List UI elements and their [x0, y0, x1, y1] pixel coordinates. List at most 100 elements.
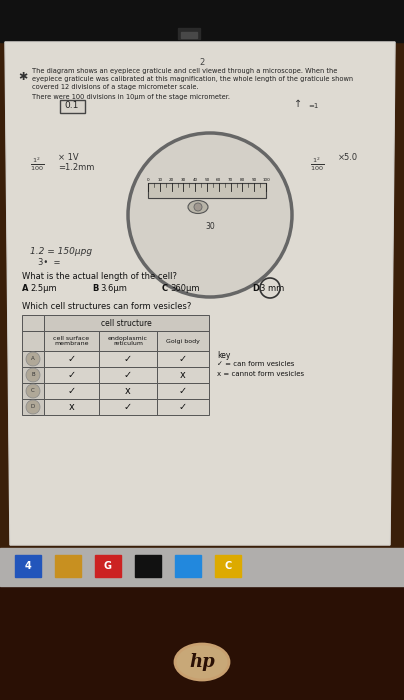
Text: 1.2 = 150μpg: 1.2 = 150μpg	[30, 247, 92, 256]
Text: covered 12 divisions of a stage micrometer scale.: covered 12 divisions of a stage micromet…	[32, 84, 199, 90]
Text: key: key	[217, 351, 230, 360]
Text: 100: 100	[262, 178, 270, 182]
Text: 40: 40	[193, 178, 198, 182]
Text: × 1V: × 1V	[58, 153, 79, 162]
Text: 80: 80	[240, 178, 245, 182]
Bar	[44, 351, 99, 367]
Text: ✓: ✓	[67, 370, 76, 380]
Bar	[44, 331, 99, 351]
Text: Which cell structures can form vesicles?: Which cell structures can form vesicles?	[22, 302, 191, 311]
Text: cell surface
membrane: cell surface membrane	[53, 335, 90, 346]
Ellipse shape	[175, 644, 229, 680]
Bar	[135, 555, 161, 577]
Bar	[157, 383, 209, 399]
Circle shape	[128, 133, 292, 297]
Text: 90: 90	[252, 178, 257, 182]
Text: The diagram shows an eyepiece graticule and cell viewed through a microscope. Wh: The diagram shows an eyepiece graticule …	[32, 68, 337, 74]
Bar	[215, 555, 241, 577]
Text: 2.5μm: 2.5μm	[30, 284, 57, 293]
Circle shape	[26, 368, 40, 382]
Text: ✓: ✓	[179, 386, 187, 396]
Text: ✱: ✱	[18, 72, 27, 82]
Text: ✓: ✓	[67, 354, 76, 364]
Text: ✓: ✓	[179, 402, 187, 412]
Bar	[99, 331, 157, 351]
Text: =1: =1	[308, 103, 318, 109]
Bar	[157, 367, 209, 383]
Text: 50: 50	[204, 178, 210, 182]
Text: x: x	[69, 402, 74, 412]
Text: There were 100 divisions in 10μm of the stage micrometer.: There were 100 divisions in 10μm of the …	[32, 94, 230, 100]
Text: $\frac{1^2}{100}$: $\frac{1^2}{100}$	[30, 155, 44, 173]
Bar	[99, 383, 157, 399]
Bar	[99, 367, 157, 383]
Bar	[157, 399, 209, 415]
Circle shape	[26, 352, 40, 366]
Text: 10: 10	[157, 178, 162, 182]
FancyBboxPatch shape	[59, 99, 84, 113]
Text: ✓ = can form vesicles: ✓ = can form vesicles	[217, 361, 295, 367]
Bar	[157, 331, 209, 351]
Text: eyepiece graticule was calibrated at this magnification, the whole length of the: eyepiece graticule was calibrated at thi…	[32, 76, 353, 82]
Text: 2: 2	[200, 58, 204, 67]
Bar	[157, 351, 209, 367]
Text: 0: 0	[147, 178, 149, 182]
Bar	[175, 555, 201, 577]
Text: What is the actual length of the cell?: What is the actual length of the cell?	[22, 272, 177, 281]
Bar	[148, 183, 266, 198]
Text: 0.1: 0.1	[65, 102, 79, 111]
Text: 4: 4	[25, 561, 32, 571]
Text: ✓: ✓	[124, 370, 132, 380]
Text: 20: 20	[169, 178, 174, 182]
Bar	[0, 548, 404, 586]
Text: 60: 60	[216, 178, 221, 182]
Text: ↑: ↑	[294, 99, 302, 109]
Bar	[15, 555, 41, 577]
Text: 70: 70	[228, 178, 233, 182]
Bar	[55, 555, 81, 577]
Bar	[22, 315, 44, 331]
Text: x = cannot form vesicles: x = cannot form vesicles	[217, 371, 304, 377]
Text: Golgi body: Golgi body	[166, 339, 200, 344]
Bar	[178, 28, 200, 39]
Bar	[181, 32, 197, 38]
Text: ✓: ✓	[124, 402, 132, 412]
Bar	[22, 383, 44, 399]
Bar	[99, 351, 157, 367]
Text: ×5.0: ×5.0	[338, 153, 358, 162]
Text: 360μm: 360μm	[170, 284, 200, 293]
Bar	[148, 183, 266, 198]
Text: C: C	[162, 284, 168, 293]
Bar	[95, 555, 121, 577]
Text: $\frac{1^2}{100}$: $\frac{1^2}{100}$	[310, 155, 324, 173]
Polygon shape	[5, 42, 395, 545]
Bar	[44, 383, 99, 399]
Text: x: x	[125, 386, 131, 396]
Bar	[22, 351, 44, 367]
Text: 3•  =: 3• =	[38, 258, 61, 267]
Text: A: A	[22, 284, 29, 293]
Text: D: D	[252, 284, 259, 293]
Text: 30: 30	[205, 222, 215, 231]
Text: ✓: ✓	[67, 386, 76, 396]
Text: x: x	[180, 370, 186, 380]
Text: =1.2mm: =1.2mm	[58, 163, 95, 172]
Text: ✓: ✓	[124, 354, 132, 364]
Text: G: G	[104, 561, 112, 571]
Text: C: C	[31, 389, 35, 393]
Bar	[22, 367, 44, 383]
Bar	[44, 367, 99, 383]
Circle shape	[194, 203, 202, 211]
Text: cell structure: cell structure	[101, 318, 152, 328]
Bar	[0, 586, 404, 700]
Text: 30: 30	[181, 178, 186, 182]
Text: 3 mm: 3 mm	[260, 284, 284, 293]
Text: A: A	[31, 356, 35, 361]
Circle shape	[26, 384, 40, 398]
Bar	[44, 399, 99, 415]
Text: 3.6μm: 3.6μm	[100, 284, 127, 293]
Bar	[99, 399, 157, 415]
Text: C: C	[224, 561, 231, 571]
Text: D: D	[31, 405, 35, 409]
Bar	[22, 331, 44, 351]
